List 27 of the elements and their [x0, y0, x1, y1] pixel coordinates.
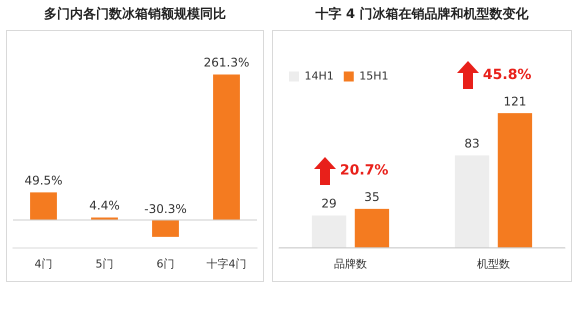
chart-title: 多门内各门数冰箱销额规模同比 — [43, 6, 227, 24]
legend-label: 14H1 — [304, 69, 334, 82]
bar — [312, 216, 346, 248]
data-label: -30.3% — [144, 202, 187, 216]
x-tick-label: 6门 — [156, 257, 174, 270]
bar — [152, 220, 179, 237]
x-tick-label: 机型数 — [477, 257, 510, 270]
bar — [354, 208, 390, 248]
bar — [498, 113, 532, 248]
x-tick-label: 4门 — [34, 257, 52, 270]
data-label: 4.4% — [89, 198, 120, 213]
data-label: 35 — [364, 190, 380, 204]
annotation: 20.7% — [340, 162, 388, 178]
data-label: 83 — [464, 136, 480, 151]
bar — [213, 74, 240, 220]
data-label: 261.3% — [204, 56, 250, 70]
text: 45.8% — [482, 66, 532, 83]
data-label: 49.5% — [24, 174, 63, 188]
x-tick-label: 5门 — [96, 257, 114, 270]
bar — [30, 192, 57, 220]
chart-title: 十字 4 门冰箱在销品牌和机型数变化 — [314, 6, 530, 24]
x-tick-label: 品牌数 — [334, 257, 367, 270]
data-label: 29 — [321, 196, 337, 211]
x-tick-label: 十字4门 — [206, 257, 246, 270]
bar — [454, 155, 490, 248]
legend-label: 15H1 — [359, 69, 389, 82]
data-label: 121 — [503, 94, 526, 108]
